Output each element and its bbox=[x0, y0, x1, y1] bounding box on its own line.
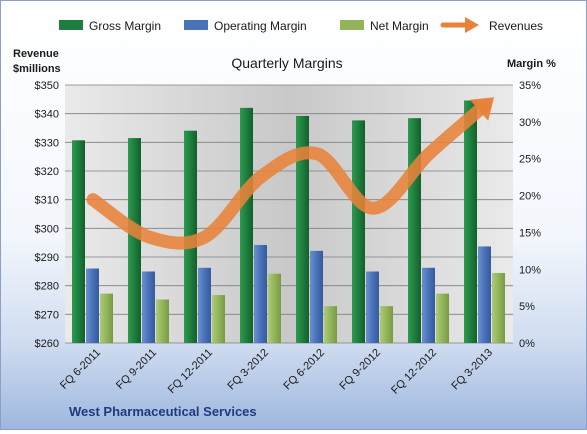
gross-margin-bar bbox=[352, 120, 365, 343]
category-label: FQ 6-2011 bbox=[58, 347, 103, 392]
right-tick-label: 15% bbox=[519, 227, 541, 239]
left-tick-label: $260 bbox=[35, 338, 59, 350]
right-tick-label: 30% bbox=[519, 117, 541, 129]
left-tick-label: $300 bbox=[35, 223, 59, 235]
operating-margin-bar bbox=[198, 268, 211, 343]
left-tick-label: $320 bbox=[35, 166, 59, 178]
net-margin-bar bbox=[324, 306, 337, 343]
left-axis-title-line2: $millions bbox=[13, 63, 61, 75]
category-label: FQ 6-2012 bbox=[281, 347, 327, 393]
right-tick-label: 5% bbox=[519, 301, 535, 313]
right-tick-label: 25% bbox=[519, 154, 541, 166]
legend-swatch-operating-margin bbox=[184, 20, 208, 30]
net-margin-bar bbox=[492, 273, 505, 343]
net-margin-bar bbox=[156, 300, 169, 343]
category-label: FQ 3-2013 bbox=[449, 347, 495, 393]
chart-title: Quarterly Margins bbox=[231, 55, 342, 71]
operating-margin-bar bbox=[142, 271, 155, 343]
left-axis-title-line1: Revenue bbox=[13, 48, 59, 60]
left-tick-label: $340 bbox=[35, 109, 59, 121]
left-tick-label: $270 bbox=[35, 309, 59, 321]
gross-margin-bar bbox=[72, 140, 85, 343]
left-tick-label: $290 bbox=[35, 252, 59, 264]
net-margin-bar bbox=[436, 294, 449, 343]
legend-swatch-revenues bbox=[443, 17, 479, 33]
left-tick-label: $330 bbox=[35, 137, 59, 149]
category-label: FQ 9-2012 bbox=[337, 347, 383, 393]
right-tick-label: 0% bbox=[519, 338, 535, 350]
left-tick-label: $310 bbox=[35, 195, 59, 207]
left-tick-label: $280 bbox=[35, 281, 59, 293]
operating-margin-bar bbox=[366, 271, 379, 343]
left-axis-ticks: $260 $270 $280 $290 $300 $310 $320 $330 $340 $350 bbox=[35, 80, 59, 350]
right-axis-title: Margin % bbox=[507, 58, 556, 70]
net-margin-bar bbox=[380, 306, 393, 343]
net-margin-bar bbox=[100, 294, 113, 343]
gross-margin-bar bbox=[240, 108, 253, 343]
right-tick-label: 10% bbox=[519, 264, 541, 276]
legend-label-gross-margin: Gross Margin bbox=[89, 19, 161, 33]
gross-margin-bar bbox=[408, 118, 421, 343]
operating-margin-bar bbox=[254, 245, 267, 343]
legend-swatch-net-margin bbox=[340, 20, 364, 30]
operating-margin-bar bbox=[478, 246, 491, 343]
gross-margin-bar bbox=[128, 138, 141, 343]
category-label: FQ 9-2011 bbox=[114, 347, 159, 392]
company-footer: West Pharmaceutical Services bbox=[69, 404, 257, 419]
legend-label-operating-margin: Operating Margin bbox=[214, 19, 307, 33]
chart-legend: Gross Margin Operating Margin Net Margin… bbox=[59, 17, 543, 33]
right-tick-label: 35% bbox=[519, 80, 541, 92]
category-label: FQ 3-2012 bbox=[225, 347, 271, 393]
left-tick-label: $350 bbox=[35, 80, 59, 92]
operating-margin-bar bbox=[422, 268, 435, 343]
operating-margin-bar bbox=[86, 269, 99, 343]
legend-label-net-margin: Net Margin bbox=[370, 19, 429, 33]
legend-label-revenues: Revenues bbox=[489, 19, 543, 33]
right-axis-ticks: 0% 5% 10% 15% 20% 25% 30% 35% bbox=[519, 80, 541, 350]
category-label: FQ 12-2012 bbox=[389, 347, 439, 397]
right-tick-label: 20% bbox=[519, 191, 541, 203]
gross-margin-bar bbox=[464, 100, 477, 343]
net-margin-bar bbox=[268, 274, 281, 343]
category-label: FQ 12-2011 bbox=[166, 347, 215, 396]
legend-swatch-gross-margin bbox=[59, 20, 83, 30]
net-margin-bar bbox=[212, 295, 225, 343]
operating-margin-bar bbox=[310, 251, 323, 343]
